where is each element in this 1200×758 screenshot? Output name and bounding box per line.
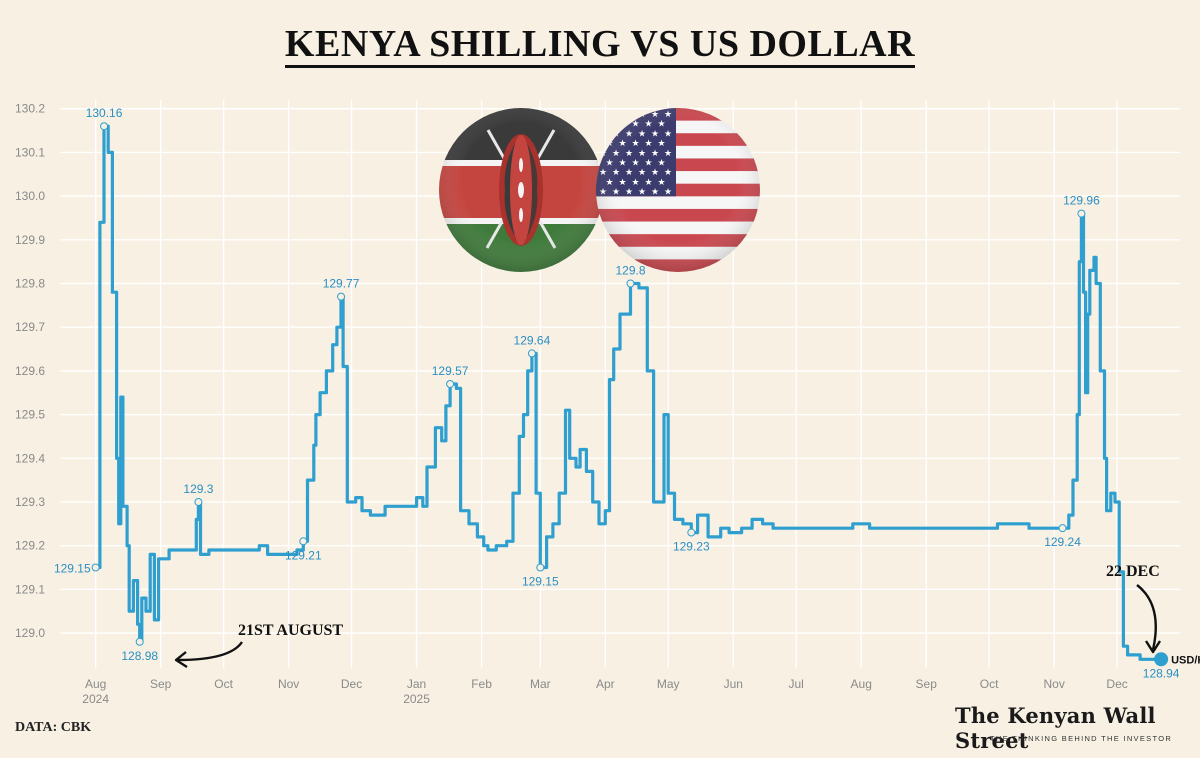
- y-tick-label: 129.3: [15, 495, 45, 509]
- data-label: 130.16: [86, 106, 123, 120]
- y-axis-ticks: 129.0 129.1 129.2 129.3 129.4 129.5 129.6 129.7…: [15, 102, 45, 640]
- data-label-marker: [1058, 524, 1067, 533]
- arrow-dec: [1136, 584, 1157, 651]
- data-label-marker: [1077, 209, 1086, 218]
- x-tick-year: 2025: [403, 692, 430, 706]
- data-label: 129.23: [673, 540, 710, 554]
- data-label-marker: [194, 497, 203, 506]
- x-tick-label: Sep: [150, 677, 172, 691]
- data-label-marker: [446, 380, 455, 388]
- data-label: 129.8: [615, 264, 645, 278]
- data-label: 129.15: [54, 562, 91, 576]
- arrow-aug-head: [174, 651, 188, 669]
- data-label: 129.96: [1063, 194, 1100, 208]
- y-tick-label: 130.0: [15, 189, 45, 203]
- x-tick-label: Oct: [980, 677, 999, 691]
- data-label-marker: [337, 292, 346, 301]
- data-label-marker: [91, 563, 100, 572]
- y-tick-label: 129.5: [15, 408, 45, 422]
- data-label-marker: [527, 349, 536, 358]
- brand-logo: The Kenyan Wall Street: [955, 703, 1156, 753]
- data-label-marker: [687, 528, 696, 537]
- data-label-marker: [626, 279, 635, 288]
- data-label-marker: [100, 122, 109, 131]
- svg-text:★: ★: [605, 120, 613, 130]
- data-label: 128.94: [1143, 666, 1180, 680]
- y-tick-label: 129.9: [15, 233, 45, 247]
- chart-title: KENYA SHILLING VS US DOLLAR: [0, 22, 1200, 68]
- us-flag-icon: ★★★★★★★★★★★★★★★★★★★★★★★★★★★★★★★★★★★★★★★★…: [596, 108, 760, 272]
- x-tick-label: Dec: [1106, 677, 1127, 691]
- arrow-aug: [177, 641, 243, 662]
- x-tick-label: Aug: [85, 677, 106, 691]
- arrow-dec-head: [1144, 640, 1162, 654]
- kenya-flag-icon: [439, 108, 603, 272]
- data-label-marker: [135, 637, 144, 646]
- data-label: 129.24: [1044, 535, 1081, 549]
- y-tick-label: 129.6: [15, 364, 45, 378]
- data-label: 129.77: [323, 277, 360, 291]
- y-tick-label: 129.0: [15, 626, 45, 640]
- data-labels: 129.15 130.16 128.98 129.3 129.21 129.77 129.5…: [54, 106, 1180, 680]
- x-tick-label: Sep: [916, 677, 938, 691]
- data-label: 129.57: [432, 364, 469, 378]
- data-label: 129.21: [285, 548, 322, 562]
- x-tick-label: Jun: [724, 677, 743, 691]
- annotation-22-dec: 22 DEC: [1106, 563, 1160, 580]
- x-tick-label: Apr: [596, 677, 615, 691]
- x-tick-year: 2024: [82, 692, 109, 706]
- y-tick-label: 129.1: [15, 582, 45, 596]
- x-tick-label: Feb: [471, 677, 492, 691]
- x-tick-label: Nov: [1043, 677, 1064, 691]
- y-tick-label: 129.8: [15, 277, 45, 291]
- data-label: 129.3: [183, 482, 213, 496]
- y-tick-label: 130.1: [15, 145, 45, 159]
- legend-label: USD/KSH: [1171, 654, 1200, 666]
- series-end-dot: [1154, 652, 1169, 667]
- y-tick-label: 129.4: [15, 451, 45, 465]
- data-label: 129.15: [522, 575, 559, 589]
- data-source: DATA: CBK: [15, 720, 92, 735]
- data-label-marker: [299, 537, 308, 546]
- x-tick-label: Jul: [789, 677, 804, 691]
- y-tick-label: 129.7: [15, 320, 45, 334]
- svg-text:★: ★: [612, 110, 620, 120]
- y-tick-label: 130.2: [15, 102, 45, 116]
- svg-text:★: ★: [625, 110, 633, 120]
- x-tick-label: Aug: [851, 677, 872, 691]
- legend: USD/KSH: [1154, 652, 1200, 667]
- x-tick-label: Jan: [407, 677, 426, 691]
- data-label-marker: [536, 563, 545, 572]
- x-tick-label: May: [657, 677, 680, 691]
- y-tick-label: 129.2: [15, 539, 45, 553]
- x-tick-label: Dec: [341, 677, 362, 691]
- x-tick-label: Nov: [278, 677, 299, 691]
- chart-title-text: KENYA SHILLING VS US DOLLAR: [284, 23, 916, 68]
- brand-tagline: THE THINKING BEHIND THE INVESTOR: [990, 734, 1173, 743]
- annotation-21st-august: 21ST AUGUST: [238, 622, 344, 639]
- x-tick-label: Mar: [530, 677, 551, 691]
- data-label: 129.64: [514, 333, 551, 347]
- data-label: 128.98: [121, 649, 158, 663]
- x-tick-label: Oct: [214, 677, 233, 691]
